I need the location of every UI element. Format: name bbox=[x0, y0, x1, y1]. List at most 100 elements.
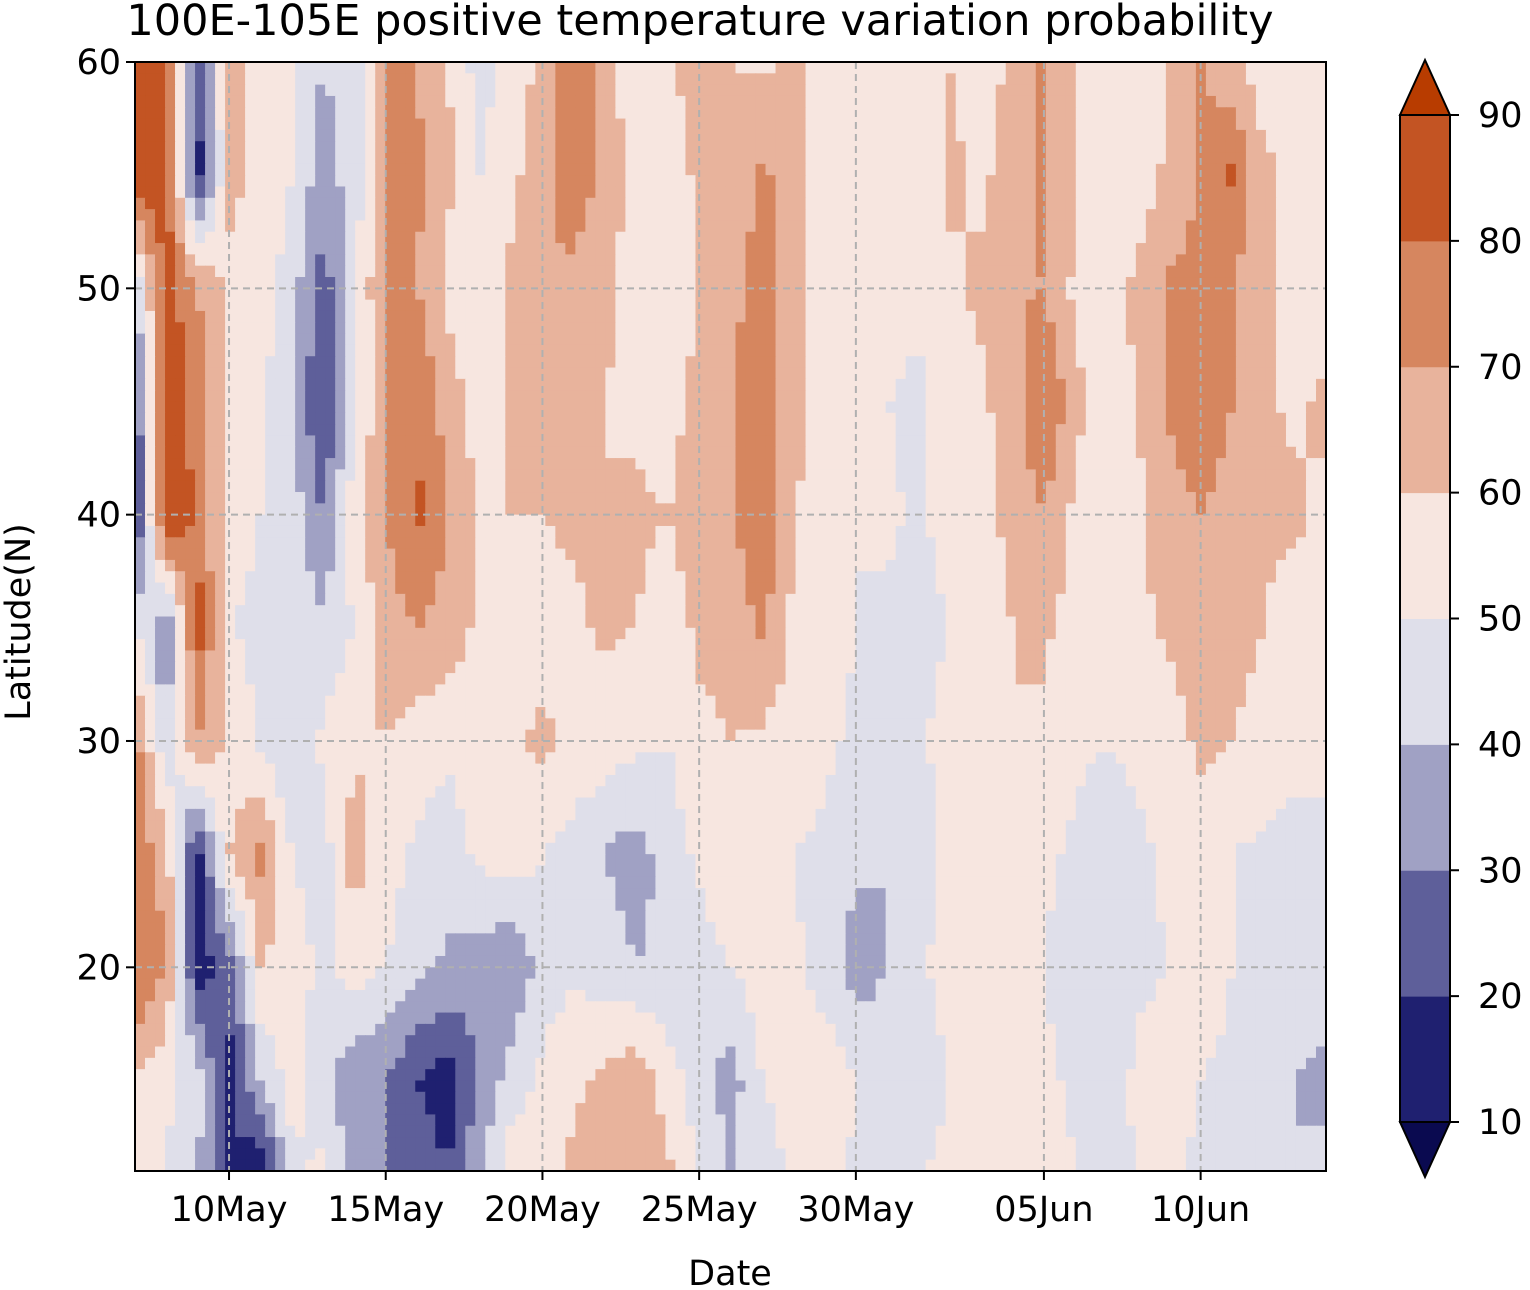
contour-cell bbox=[1275, 175, 1287, 188]
contour-cell bbox=[545, 129, 556, 142]
contour-cell bbox=[335, 401, 346, 414]
contour-cell bbox=[1035, 344, 1047, 357]
contour-cell bbox=[1075, 220, 1087, 233]
contour-cell bbox=[375, 412, 386, 425]
contour-cell bbox=[695, 367, 707, 380]
contour-cell bbox=[1195, 424, 1207, 437]
contour-cell bbox=[485, 378, 496, 391]
contour-cell bbox=[985, 107, 997, 120]
contour-cell bbox=[1145, 118, 1157, 131]
contour-cell bbox=[1105, 254, 1117, 267]
contour-cell bbox=[315, 265, 326, 278]
contour-cell bbox=[1275, 412, 1287, 425]
contour-cell bbox=[915, 310, 927, 323]
contour-cell bbox=[935, 469, 947, 482]
contour-cell bbox=[1215, 220, 1227, 233]
contour-cell bbox=[955, 197, 967, 210]
contour-cell bbox=[645, 231, 657, 244]
contour-cell bbox=[315, 333, 326, 346]
contour-cell bbox=[1255, 265, 1267, 278]
contour-cell bbox=[265, 197, 276, 210]
contour-cell bbox=[1235, 492, 1247, 504]
contour-cell bbox=[485, 322, 496, 335]
contour-cell bbox=[705, 95, 717, 108]
contour-cell bbox=[665, 152, 677, 165]
contour-cell bbox=[695, 446, 707, 459]
contour-cell bbox=[485, 265, 496, 278]
contour-cell bbox=[345, 503, 356, 516]
contour-cell bbox=[875, 446, 887, 459]
contour-cell bbox=[525, 390, 536, 403]
contour-cell bbox=[725, 243, 737, 255]
contour-cell bbox=[645, 277, 657, 289]
contour-cell bbox=[625, 412, 637, 425]
contour-cell bbox=[285, 129, 296, 142]
contour-cell bbox=[265, 186, 276, 199]
contour-cell bbox=[245, 344, 256, 357]
contour-cell bbox=[535, 333, 546, 346]
contour-cell bbox=[415, 231, 426, 244]
contour-cell bbox=[395, 525, 406, 538]
contour-cell bbox=[275, 107, 286, 120]
contour-cell bbox=[1195, 175, 1207, 188]
contour-cell bbox=[245, 141, 256, 154]
contour-cell bbox=[1035, 401, 1047, 414]
contour-cell bbox=[605, 446, 616, 459]
contour-cell bbox=[515, 333, 526, 346]
contour-cell bbox=[1065, 186, 1077, 199]
contour-cell bbox=[295, 288, 306, 301]
contour-cell bbox=[615, 435, 627, 448]
contour-cell bbox=[395, 446, 406, 459]
contour-cell bbox=[1265, 333, 1277, 346]
contour-cell bbox=[1135, 243, 1147, 255]
contour-cell bbox=[1145, 322, 1157, 335]
contour-cell bbox=[665, 231, 677, 244]
contour-cell bbox=[215, 503, 226, 516]
contour-cell bbox=[615, 163, 627, 176]
contour-cell bbox=[375, 163, 386, 176]
contour-cell bbox=[385, 412, 396, 425]
contour-cell bbox=[215, 310, 226, 323]
contour-cell bbox=[505, 435, 516, 448]
contour-cell bbox=[1235, 458, 1247, 470]
contour-cell bbox=[1295, 390, 1307, 403]
contour-cell bbox=[1315, 129, 1326, 142]
contour-cell bbox=[295, 424, 306, 437]
contour-cell bbox=[215, 265, 226, 278]
contour-cell bbox=[745, 492, 757, 504]
contour-cell bbox=[295, 390, 306, 403]
contour-cell bbox=[555, 458, 566, 470]
contour-cell bbox=[835, 492, 847, 504]
contour-cell bbox=[945, 62, 957, 74]
contour-cell bbox=[1065, 299, 1077, 312]
contour-cell bbox=[1105, 390, 1117, 403]
contour-cell bbox=[255, 288, 266, 301]
contour-cell bbox=[995, 435, 1007, 448]
contour-cell bbox=[675, 401, 687, 414]
contour-cell bbox=[325, 514, 336, 527]
contour-cell bbox=[355, 141, 366, 154]
contour-cell bbox=[825, 152, 837, 165]
contour-cell bbox=[1025, 412, 1037, 425]
contour-cell bbox=[255, 503, 266, 516]
contour-cell bbox=[895, 220, 907, 233]
contour-cell bbox=[625, 254, 637, 267]
contour-cell bbox=[655, 310, 667, 323]
contour-cell bbox=[295, 220, 306, 233]
contour-cell bbox=[155, 231, 166, 244]
contour-cell bbox=[655, 322, 667, 335]
contour-cell bbox=[645, 310, 657, 323]
contour-cell bbox=[815, 118, 827, 131]
contour-cell bbox=[585, 163, 596, 176]
contour-cell bbox=[785, 378, 797, 391]
contour-cell bbox=[1305, 469, 1317, 482]
contour-cell bbox=[855, 514, 867, 527]
contour-cell bbox=[885, 356, 897, 369]
contour-cell bbox=[445, 480, 456, 493]
contour-cell bbox=[725, 322, 737, 335]
contour-cell bbox=[555, 277, 566, 289]
contour-cell bbox=[155, 480, 166, 493]
contour-cell bbox=[1135, 390, 1147, 403]
contour-cell bbox=[345, 435, 356, 448]
contour-cell bbox=[695, 322, 707, 335]
